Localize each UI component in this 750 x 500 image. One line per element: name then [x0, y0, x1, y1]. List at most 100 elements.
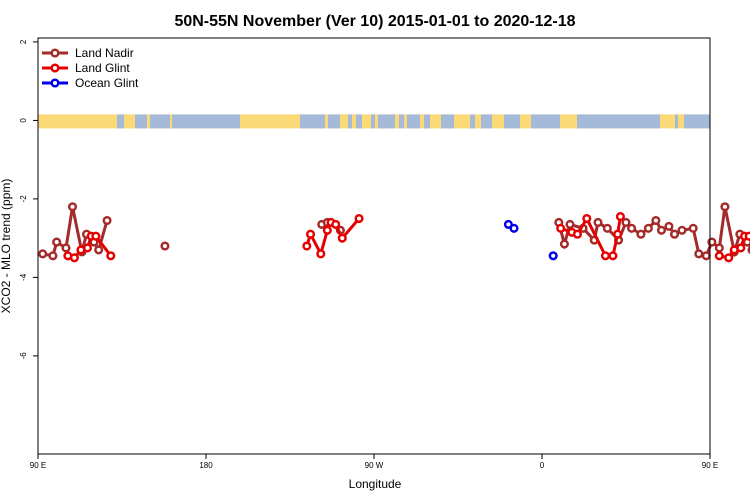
- data-point: [677, 225, 687, 235]
- data-point: [509, 223, 519, 233]
- ocean-segment: [172, 114, 240, 129]
- y-axis: 2 0 -2 -4 -6: [19, 39, 38, 359]
- data-point: [302, 241, 312, 251]
- series-layer: [38, 202, 750, 263]
- data-point: [701, 251, 711, 261]
- series-ocean-glint: [503, 219, 558, 261]
- data-point: [337, 233, 347, 243]
- data-point: [613, 229, 623, 239]
- data-point: [651, 215, 661, 226]
- series-land-glint: [63, 212, 750, 263]
- legend-item: Ocean Glint: [42, 76, 139, 90]
- legend-item: Land Glint: [42, 61, 130, 75]
- data-point: [664, 221, 674, 231]
- ocean-segment: [348, 114, 352, 129]
- ocean-segment: [300, 114, 325, 129]
- data-point: [688, 223, 698, 233]
- legend-label: Ocean Glint: [75, 76, 139, 90]
- data-point: [52, 237, 62, 247]
- data-point: [331, 219, 341, 229]
- data-point: [582, 213, 592, 224]
- y-tick-label: -6: [19, 352, 28, 360]
- legend-label: Land Nadir: [75, 46, 134, 60]
- y-tick-label: -4: [19, 273, 28, 281]
- ocean-segment: [371, 114, 375, 129]
- data-point: [559, 239, 569, 249]
- data-point: [608, 251, 618, 261]
- ocean-segment: [577, 114, 660, 129]
- x-tick-label: 90 E: [702, 461, 718, 470]
- data-point: [556, 223, 566, 233]
- data-point: [627, 223, 637, 233]
- ocean-segment: [356, 114, 362, 129]
- data-point: [38, 249, 48, 259]
- data-point: [694, 249, 704, 259]
- data-point: [102, 215, 112, 226]
- data-point: [305, 229, 316, 239]
- ocean-segment: [481, 114, 492, 129]
- chart-title: 50N-55N November (Ver 10) 2015-01-01 to …: [174, 13, 575, 30]
- legend-item: Land Nadir: [42, 46, 134, 60]
- legend-marker: [50, 63, 60, 73]
- data-point: [621, 217, 631, 228]
- data-point: [602, 223, 612, 233]
- data-point: [600, 251, 611, 261]
- data-point: [744, 231, 750, 241]
- data-point: [91, 231, 101, 241]
- data-point: [714, 251, 724, 261]
- data-point: [656, 225, 667, 235]
- data-point: [160, 241, 170, 251]
- legend-marker: [50, 78, 60, 88]
- data-point: [82, 243, 93, 253]
- x-tick-label: 90 E: [30, 461, 46, 470]
- data-point: [572, 229, 583, 239]
- ocean-segment: [675, 114, 678, 129]
- legend-marker: [50, 48, 60, 58]
- ocean-segment: [150, 114, 170, 129]
- data-point: [48, 251, 58, 261]
- ocean-segment: [684, 114, 710, 129]
- data-point: [720, 202, 730, 212]
- data-point: [669, 229, 680, 239]
- ocean-segment: [135, 114, 147, 129]
- x-tick-label: 0: [540, 461, 545, 470]
- data-point: [736, 243, 746, 253]
- data-point: [316, 249, 326, 259]
- data-point: [106, 251, 116, 261]
- x-tick-label: 180: [199, 461, 213, 470]
- data-point: [615, 212, 625, 222]
- ocean-segment: [399, 114, 404, 129]
- x-axis: 90 E 180 90 W 0 90 E: [30, 454, 718, 470]
- land-ocean-strip: [38, 114, 710, 129]
- ocean-segment: [531, 114, 560, 129]
- ocean-segment: [441, 114, 454, 129]
- y-tick-label: 2: [19, 39, 28, 44]
- data-point: [548, 251, 558, 261]
- plot-frame: [37, 37, 711, 455]
- x-axis-label: Longitude: [349, 477, 402, 491]
- ocean-segment: [470, 114, 475, 129]
- series-line: [42, 206, 109, 258]
- ocean-segment: [117, 114, 124, 129]
- data-point: [565, 219, 575, 229]
- ocean-segment: [378, 114, 395, 129]
- y-tick-label: -2: [19, 195, 28, 203]
- data-point: [354, 213, 364, 224]
- ocean-segment: [328, 114, 340, 129]
- data-point: [643, 223, 653, 233]
- ocean-segment: [407, 114, 420, 129]
- data-point: [94, 245, 104, 255]
- legend-label: Land Glint: [75, 61, 130, 75]
- data-point: [714, 243, 724, 253]
- x-tick-label: 90 W: [365, 461, 384, 470]
- series-land-nadir: [38, 202, 750, 261]
- y-tick-label: 0: [19, 118, 28, 123]
- data-point: [636, 229, 646, 239]
- ocean-segment: [504, 114, 520, 129]
- data-point: [69, 253, 79, 263]
- data-point: [593, 217, 603, 228]
- data-point: [61, 243, 71, 253]
- data-point: [67, 202, 78, 212]
- data-point: [322, 225, 332, 235]
